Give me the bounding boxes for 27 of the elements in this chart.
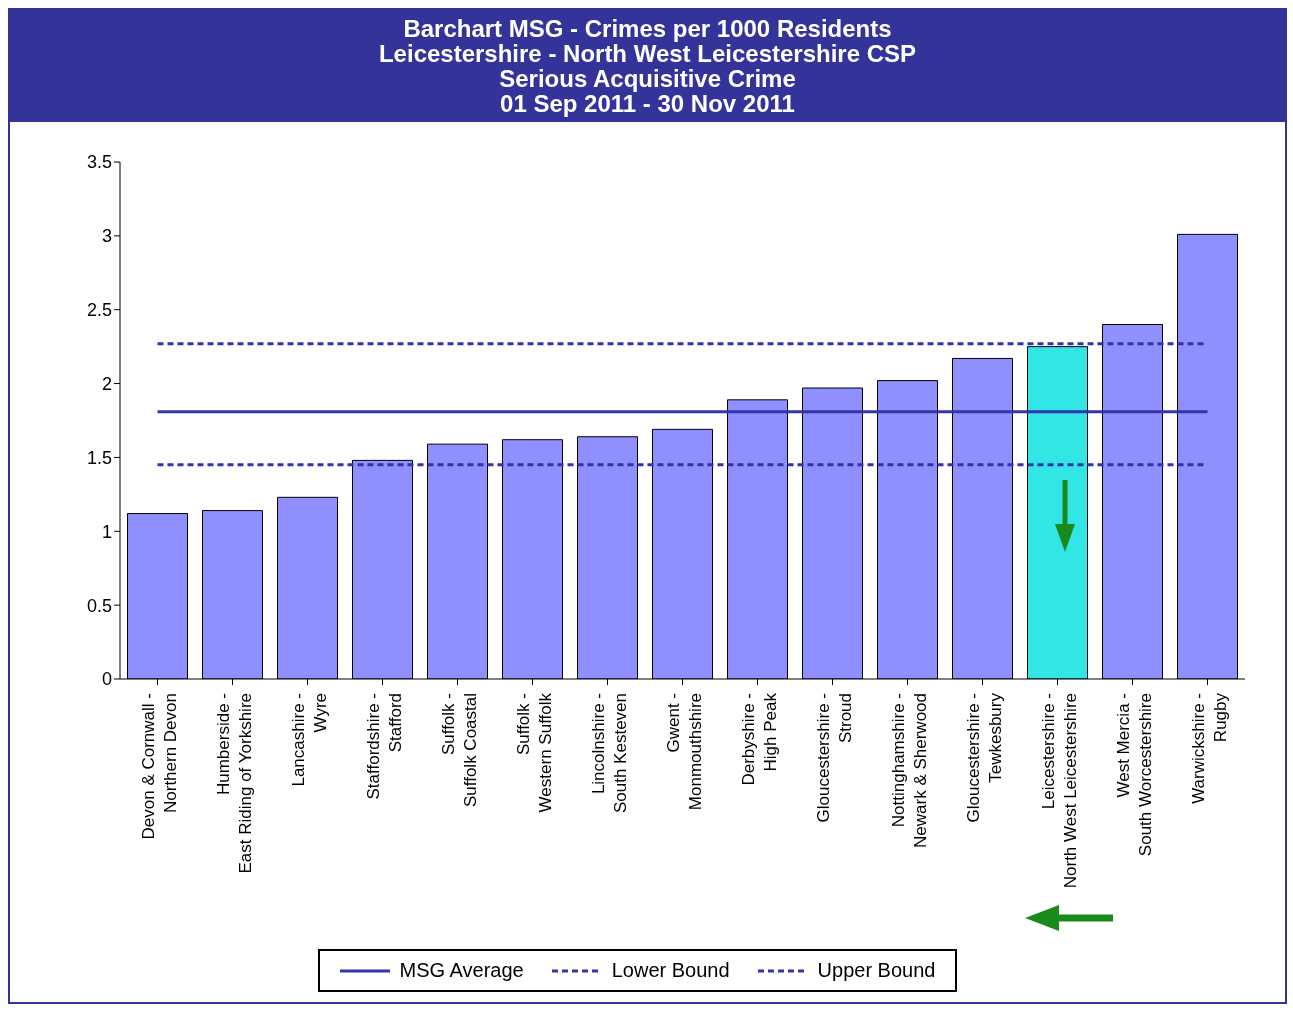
x-tick-label: Warwickshire - Rugby [1188, 692, 1230, 804]
x-tick-label: Suffolk - Suffolk Coastal [438, 693, 480, 808]
y-tick-label: 1.5 [86, 447, 112, 468]
y-tick-label: 3.5 [86, 152, 112, 173]
x-tick-label: Lincolnshire - South Kesteven [588, 693, 630, 814]
x-tick-label: Gloucestershire - Tewkesbury [963, 692, 1005, 823]
x-tick-label: Lancashire - Wyre [288, 693, 330, 787]
x-tick-label: Humberside - East Riding of Yorkshire [213, 693, 255, 874]
y-tick-label: 0 [101, 669, 112, 690]
x-tick-label: Gloucestershire - Stroud [813, 693, 855, 823]
x-tick-label: Derbyshire - High Peak [738, 692, 780, 786]
legend-label: Lower Bound [610, 959, 730, 982]
legend-label: MSG Average [398, 959, 524, 982]
x-tick-label: Gwent - Monmouthshire [663, 693, 705, 811]
y-tick-label: 2.5 [86, 300, 112, 321]
x-tick-label: Leicestershire - North West Leicestershire [1038, 693, 1080, 889]
x-tick-label: Suffolk - Western Suffolk [513, 692, 555, 813]
x-tick-label: West Mercia - South Worcestershire [1113, 693, 1155, 857]
y-tick-label: 0.5 [86, 595, 112, 616]
x-tick-label: Staffordshire - Stafford [363, 693, 405, 800]
x-tick-label: Devon & Cornwall - Northern Devon [138, 693, 180, 840]
y-tick-label: 1 [101, 521, 112, 542]
legend-label: Upper Bound [816, 959, 936, 982]
y-tick-label: 2 [101, 373, 112, 394]
y-tick-label: 3 [101, 226, 112, 247]
chart-title: Barchart MSG - Crimes per 1000 Residents [402, 15, 893, 42]
x-tick-label: Nottinghamshire - Newark & Sherwood [888, 693, 930, 848]
